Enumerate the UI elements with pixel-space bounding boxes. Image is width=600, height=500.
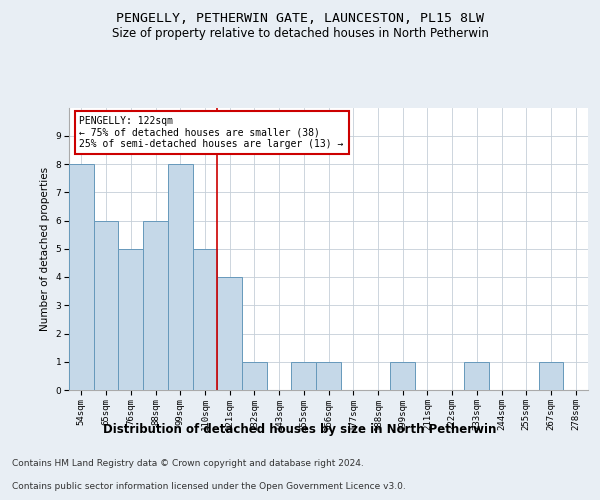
Text: Contains HM Land Registry data © Crown copyright and database right 2024.: Contains HM Land Registry data © Crown c… — [12, 458, 364, 468]
Text: Size of property relative to detached houses in North Petherwin: Size of property relative to detached ho… — [112, 28, 488, 40]
Bar — [193, 249, 217, 390]
Bar — [143, 220, 168, 390]
Bar — [242, 362, 267, 390]
Text: PENGELLY, PETHERWIN GATE, LAUNCESTON, PL15 8LW: PENGELLY, PETHERWIN GATE, LAUNCESTON, PL… — [116, 12, 484, 26]
Bar — [94, 220, 118, 390]
Text: PENGELLY: 122sqm
← 75% of detached houses are smaller (38)
25% of semi-detached : PENGELLY: 122sqm ← 75% of detached house… — [79, 116, 344, 149]
Y-axis label: Number of detached properties: Number of detached properties — [40, 166, 50, 331]
Text: Distribution of detached houses by size in North Petherwin: Distribution of detached houses by size … — [103, 422, 497, 436]
Text: Contains public sector information licensed under the Open Government Licence v3: Contains public sector information licen… — [12, 482, 406, 491]
Bar — [390, 362, 415, 390]
Bar — [217, 277, 242, 390]
Bar — [118, 249, 143, 390]
Bar — [464, 362, 489, 390]
Bar — [168, 164, 193, 390]
Bar — [316, 362, 341, 390]
Bar — [69, 164, 94, 390]
Bar — [539, 362, 563, 390]
Bar — [292, 362, 316, 390]
